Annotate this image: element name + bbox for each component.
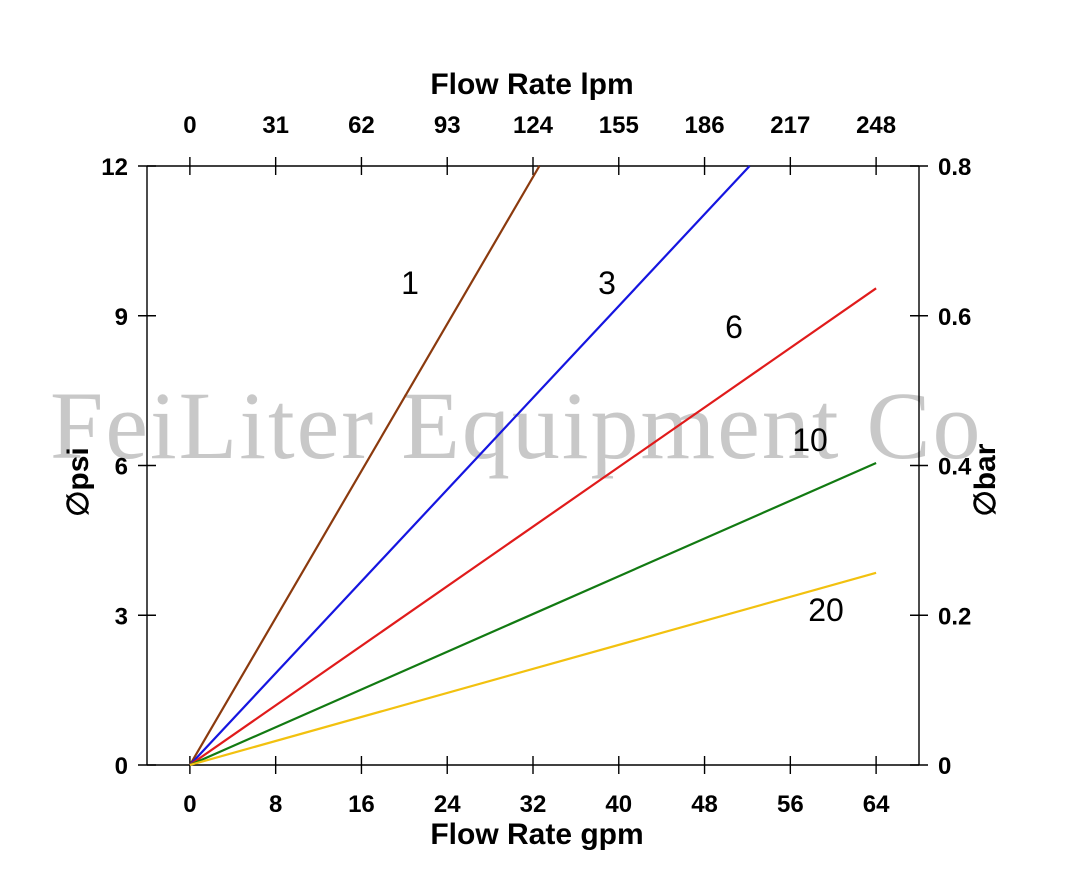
top-axis-tick-label: 124 bbox=[513, 112, 554, 139]
top-axis-tick-label: 248 bbox=[856, 112, 896, 139]
bottom-axis-tick-label: 24 bbox=[434, 791, 461, 818]
series-label-10: 10 bbox=[792, 422, 828, 458]
bottom-axis-tick-label: 16 bbox=[348, 791, 375, 818]
series-label-3: 3 bbox=[598, 265, 616, 301]
left-axis-title: ∅psi bbox=[62, 447, 95, 516]
top-axis-tick-label: 155 bbox=[599, 112, 639, 139]
left-axis-tick-label: 3 bbox=[115, 603, 128, 630]
series-line-10 bbox=[189, 461, 877, 767]
series-label-20: 20 bbox=[808, 592, 844, 628]
right-axis-tick-label: 0.2 bbox=[938, 603, 971, 630]
bottom-axis-tick-label: 40 bbox=[605, 791, 632, 818]
series-line-3 bbox=[189, 165, 751, 766]
top-axis-tick-label: 217 bbox=[770, 112, 810, 139]
top-axis-tick-label: 0 bbox=[183, 112, 196, 139]
right-axis-tick-label: 0.6 bbox=[938, 304, 971, 331]
bottom-axis-tick-label: 8 bbox=[269, 791, 282, 818]
left-axis-tick-label: 6 bbox=[115, 454, 128, 481]
top-axis-tick-label: 186 bbox=[685, 112, 725, 139]
right-axis-tick-label: 0.8 bbox=[938, 154, 971, 181]
top-axis-tick-label: 62 bbox=[348, 112, 375, 139]
series-lines bbox=[188, 165, 877, 767]
bottom-axis-tick-label: 32 bbox=[520, 791, 547, 818]
series-line-20 bbox=[189, 571, 877, 767]
bottom-axis-tick-label: 56 bbox=[777, 791, 804, 818]
series-label-6: 6 bbox=[725, 309, 743, 345]
left-axis-tick-label: 0 bbox=[115, 753, 128, 780]
right-axis-title: ∅bar bbox=[969, 443, 1002, 516]
top-axis-title: Flow Rate lpm bbox=[430, 68, 633, 101]
series-line-6 bbox=[189, 287, 877, 766]
left-axis-tick-label: 9 bbox=[115, 304, 128, 331]
bottom-axis-tick-label: 0 bbox=[183, 791, 196, 818]
series-label-1: 1 bbox=[401, 265, 419, 301]
right-axis-tick-label: 0 bbox=[938, 753, 951, 780]
series-labels: 1 3 6 10 20 bbox=[401, 265, 844, 628]
left-axis-tick-label: 12 bbox=[101, 154, 128, 181]
watermark: FeiLiter Equipment Co bbox=[50, 372, 983, 479]
bottom-axis-tick-label: 48 bbox=[691, 791, 718, 818]
series-line-1 bbox=[188, 165, 541, 766]
top-axis-tick-label: 31 bbox=[262, 112, 289, 139]
bottom-axis-title: Flow Rate gpm bbox=[430, 818, 643, 851]
bottom-axis-tick-label: 64 bbox=[863, 791, 890, 818]
top-axis-tick-label: 93 bbox=[434, 112, 461, 139]
right-axis-tick-label: 0.4 bbox=[938, 454, 972, 481]
tick-labels: 0083116622493321244015548186562176424803… bbox=[101, 112, 972, 818]
